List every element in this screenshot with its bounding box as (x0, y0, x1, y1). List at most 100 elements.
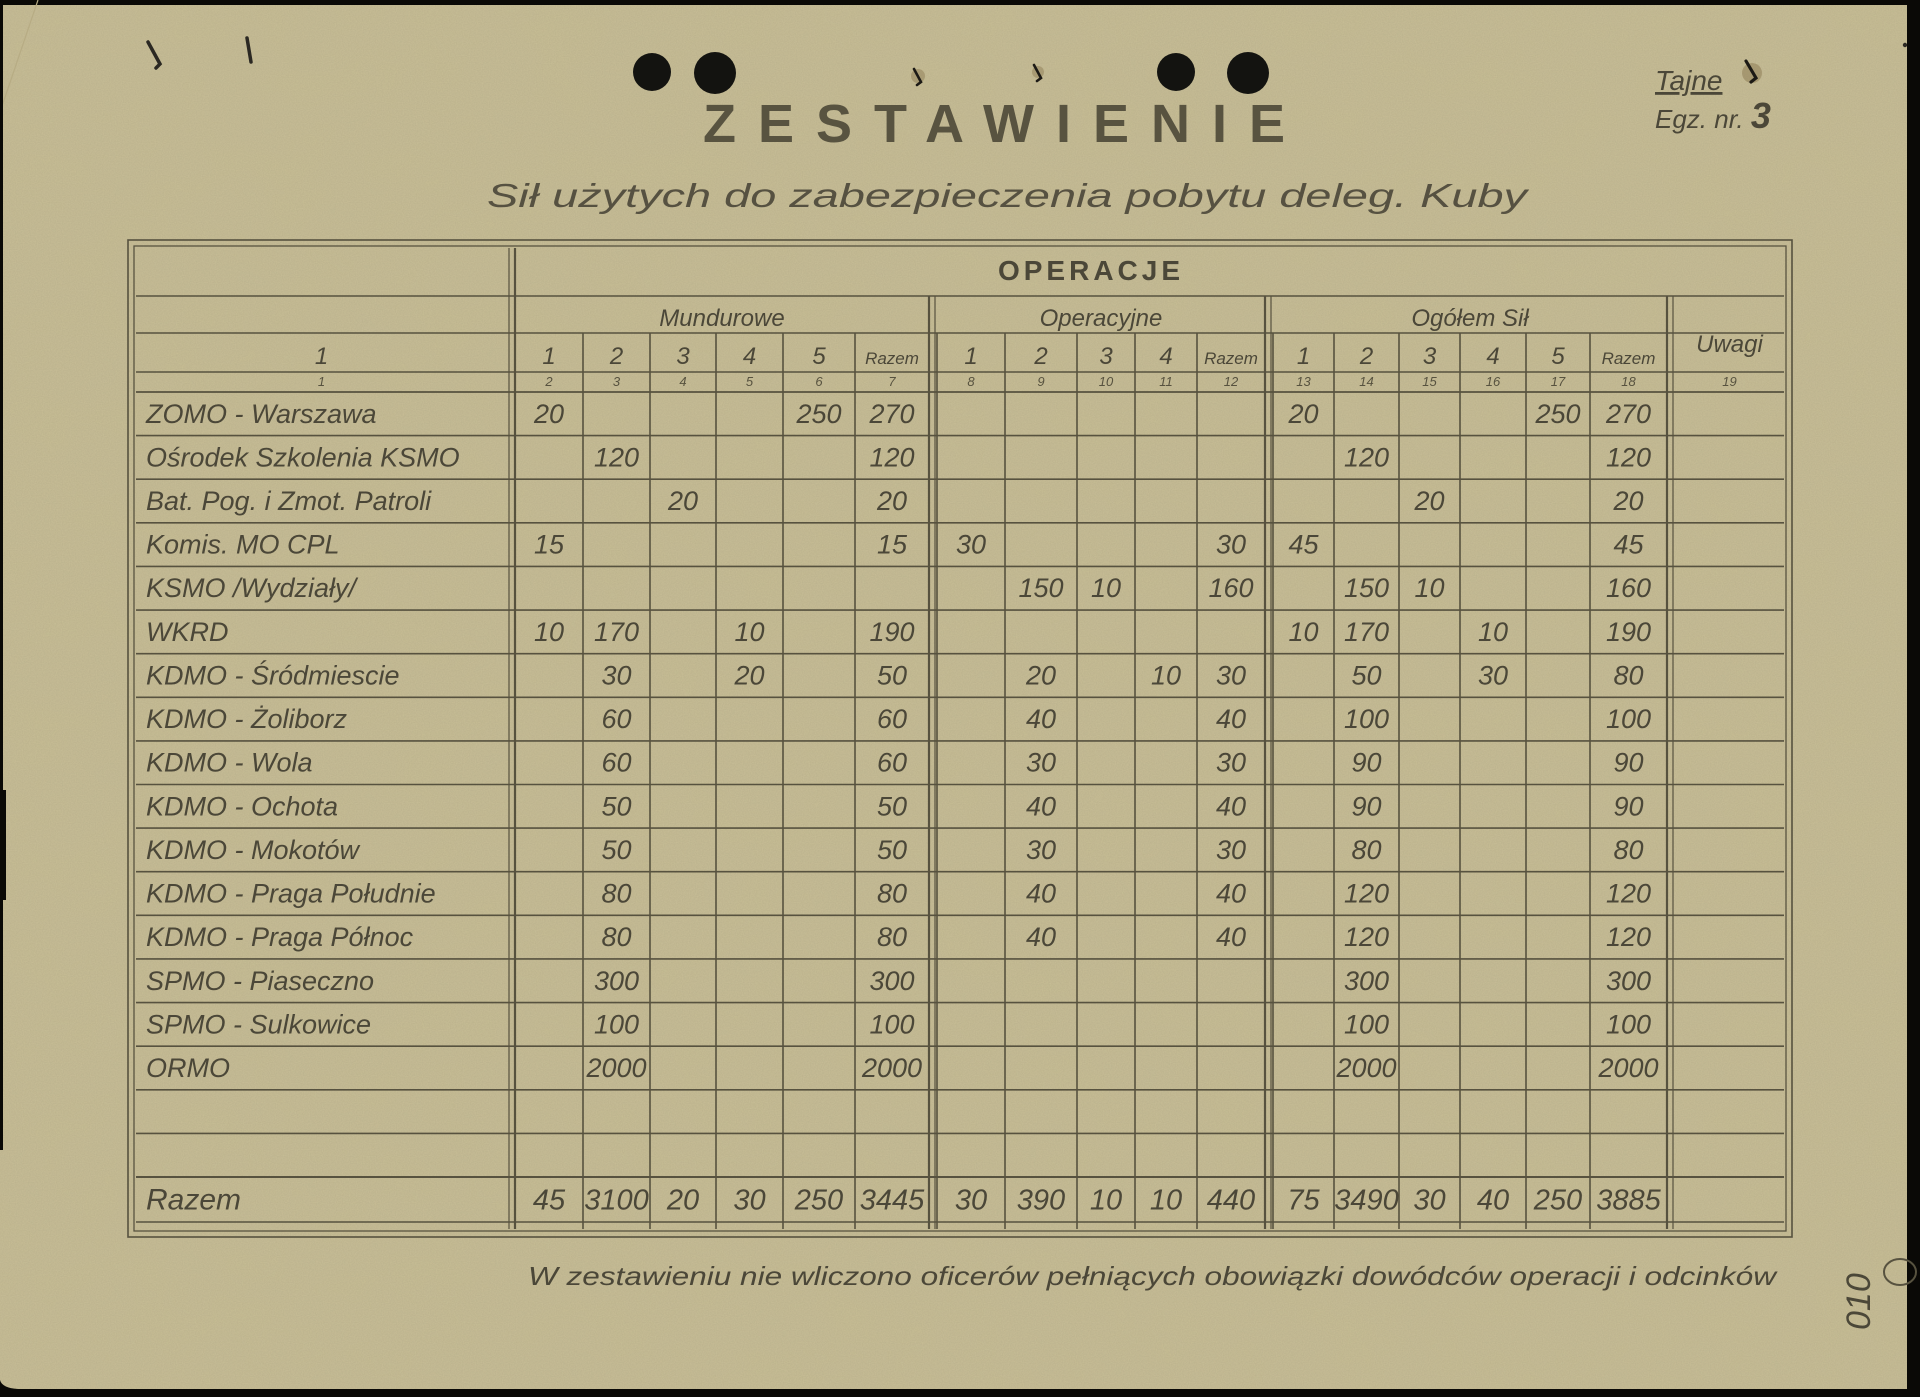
svg-text:440: 440 (1207, 1185, 1255, 1217)
svg-text:SPMO - Piaseczno: SPMO - Piaseczno (146, 966, 374, 996)
svg-text:10: 10 (534, 617, 564, 647)
svg-text:12: 12 (1224, 374, 1239, 389)
svg-text:1: 1 (964, 343, 977, 370)
svg-text:150: 150 (1344, 573, 1389, 603)
svg-text:100: 100 (1606, 704, 1651, 734)
svg-text:2: 2 (609, 343, 623, 370)
svg-text:40: 40 (1216, 791, 1246, 821)
svg-text:3: 3 (1099, 343, 1113, 370)
svg-text:30: 30 (956, 530, 986, 560)
svg-text:90: 90 (1613, 748, 1643, 778)
svg-text:Komis. MO CPL: Komis. MO CPL (146, 530, 340, 560)
svg-text:40: 40 (1216, 879, 1246, 909)
svg-text:20: 20 (666, 1185, 699, 1217)
svg-text:20: 20 (667, 486, 698, 516)
svg-text:8: 8 (967, 374, 975, 389)
svg-text:4: 4 (679, 374, 686, 389)
svg-text:Sił użytych do zabezpieczenia: Sił użytych do zabezpieczenia pobytu del… (487, 177, 1531, 214)
svg-text:100: 100 (594, 1009, 639, 1039)
svg-text:120: 120 (1344, 442, 1389, 472)
svg-text:10: 10 (1150, 1185, 1182, 1217)
svg-text:9: 9 (1037, 374, 1044, 389)
svg-text:40: 40 (1216, 704, 1246, 734)
svg-text:13: 13 (1296, 374, 1311, 389)
svg-text:2000: 2000 (1597, 1053, 1658, 1083)
svg-text:90: 90 (1351, 748, 1381, 778)
svg-text:5: 5 (812, 343, 826, 370)
svg-text:80: 80 (601, 879, 631, 909)
svg-text:Ogółem Sił: Ogółem Sił (1411, 305, 1529, 332)
svg-text:40: 40 (1026, 704, 1056, 734)
svg-text:30: 30 (1216, 748, 1246, 778)
svg-text:3: 3 (1423, 343, 1437, 370)
svg-text:270: 270 (1605, 399, 1651, 429)
svg-text:15: 15 (534, 530, 565, 560)
svg-text:10: 10 (1090, 1185, 1122, 1217)
svg-text:300: 300 (869, 966, 914, 996)
svg-text:2: 2 (1033, 343, 1047, 370)
svg-text:10: 10 (734, 617, 764, 647)
svg-text:20: 20 (733, 661, 764, 691)
svg-text:1: 1 (542, 343, 555, 370)
svg-text:100: 100 (1344, 1009, 1389, 1039)
svg-text:120: 120 (869, 442, 914, 472)
svg-text:10: 10 (1288, 617, 1318, 647)
svg-text:16: 16 (1486, 374, 1501, 389)
svg-text:10: 10 (1099, 374, 1114, 389)
svg-text:30: 30 (601, 661, 631, 691)
svg-text:270: 270 (868, 399, 914, 429)
svg-text:Razem: Razem (865, 349, 919, 368)
svg-text:KSMO /Wydziały/: KSMO /Wydziały/ (146, 573, 359, 603)
svg-text:250: 250 (1533, 1185, 1582, 1217)
svg-text:4: 4 (1159, 343, 1172, 370)
svg-text:SPMO - Sulkowice: SPMO - Sulkowice (146, 1009, 371, 1039)
svg-text:60: 60 (601, 704, 631, 734)
svg-text:60: 60 (877, 704, 907, 734)
svg-text:Bat. Pog. i Zmot. Patroli: Bat. Pog. i Zmot. Patroli (146, 486, 432, 516)
svg-text:250: 250 (795, 399, 841, 429)
svg-text:2: 2 (1359, 343, 1373, 370)
svg-text:Operacyjne: Operacyjne (1040, 305, 1163, 332)
svg-text:30: 30 (955, 1185, 987, 1217)
svg-text:120: 120 (1606, 922, 1651, 952)
svg-text:4: 4 (743, 343, 756, 370)
svg-text:190: 190 (869, 617, 914, 647)
svg-text:ZOMO - Warszawa: ZOMO - Warszawa (145, 399, 377, 429)
svg-text:40: 40 (1477, 1185, 1509, 1217)
svg-text:30: 30 (1216, 661, 1246, 691)
svg-text:160: 160 (1208, 573, 1253, 603)
svg-text:30: 30 (1026, 748, 1056, 778)
svg-text:40: 40 (1026, 879, 1056, 909)
svg-text:20: 20 (876, 486, 907, 516)
svg-text:50: 50 (601, 835, 631, 865)
svg-text:100: 100 (869, 1009, 914, 1039)
svg-text:190: 190 (1606, 617, 1651, 647)
svg-text:20: 20 (533, 399, 564, 429)
svg-text:300: 300 (1606, 966, 1651, 996)
svg-text:40: 40 (1026, 791, 1056, 821)
svg-text:6: 6 (815, 374, 823, 389)
svg-text:10: 10 (1091, 573, 1121, 603)
svg-text:3885: 3885 (1596, 1185, 1661, 1217)
svg-text:5: 5 (1551, 343, 1565, 370)
svg-text:Mundurowe: Mundurowe (659, 305, 784, 332)
svg-text:80: 80 (1613, 835, 1643, 865)
svg-text:80: 80 (877, 922, 907, 952)
svg-text:3100: 3100 (584, 1185, 649, 1217)
svg-text:20: 20 (1612, 486, 1643, 516)
svg-text:40: 40 (1026, 922, 1056, 952)
svg-text:19: 19 (1722, 374, 1736, 389)
svg-text:KDMO - Żoliborz: KDMO - Żoliborz (146, 704, 348, 734)
svg-text:30: 30 (1478, 661, 1508, 691)
svg-text:ZESTAWIENIE: ZESTAWIENIE (703, 94, 1307, 154)
svg-text:15: 15 (1422, 374, 1437, 389)
svg-text:50: 50 (877, 791, 907, 821)
svg-text:10: 10 (1414, 573, 1444, 603)
svg-text:300: 300 (1344, 966, 1389, 996)
svg-text:Tajne: Tajne (1655, 65, 1722, 96)
svg-text:120: 120 (1344, 922, 1389, 952)
svg-text:30: 30 (1216, 835, 1246, 865)
svg-text:4: 4 (1486, 343, 1499, 370)
svg-text:80: 80 (601, 922, 631, 952)
svg-text:OPERACJE: OPERACJE (998, 255, 1184, 286)
